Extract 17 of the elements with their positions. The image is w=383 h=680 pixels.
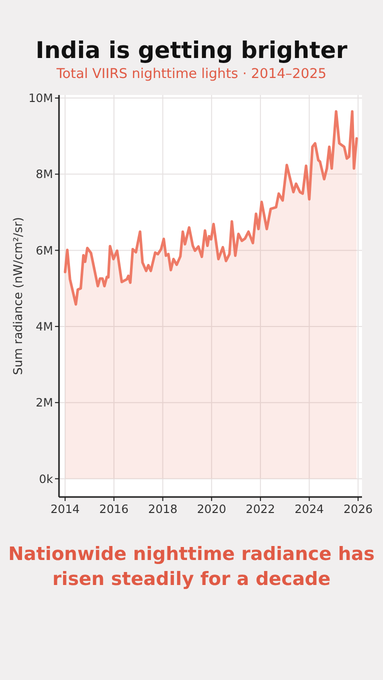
x-tick-label: 2016 [99,502,129,516]
chart-title: India is getting brighter [36,38,348,64]
x-tick-label: 2026 [343,502,373,516]
y-tick-label: 6M [36,243,53,258]
y-tick-label: 10M [28,91,53,106]
x-tick-label: 2024 [294,502,324,516]
chart-subtitle: Total VIIRS nighttime lights · 2014–2025 [55,66,327,82]
x-tick-label: 2014 [50,502,80,516]
y-tick-label: 2M [36,396,53,410]
x-tick-label: 2018 [148,502,178,516]
y-axis-title: Sum radiance (nW/cm²/sr) [11,217,25,375]
y-tick-label: 8M [36,167,53,182]
y-tick-label: 0k [39,472,54,486]
text: Nationwide nighttime radiance has risen steadily for a decade [8,544,375,590]
y-tick-label: 4M [36,319,53,334]
x-tick-label: 2022 [246,502,276,516]
x-tick-label: 2020 [196,502,226,516]
